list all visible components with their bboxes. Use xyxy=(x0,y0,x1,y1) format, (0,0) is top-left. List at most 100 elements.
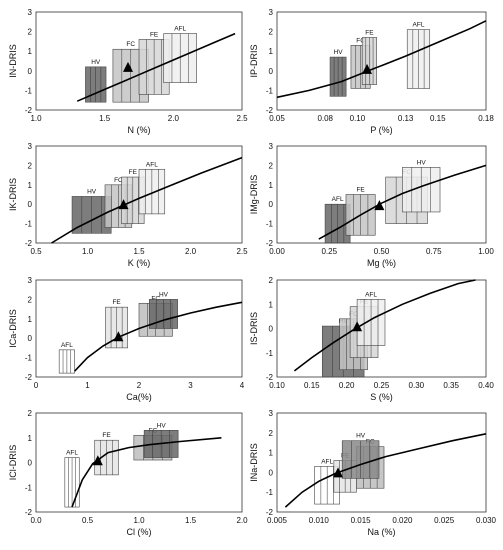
x-axis-label: Mg (%) xyxy=(367,258,396,268)
x-axis-label: N (%) xyxy=(128,125,151,135)
plot-frame xyxy=(35,412,243,513)
treatment-box: HV xyxy=(149,291,178,329)
x-tick-label: 0.05 xyxy=(269,114,285,123)
plot-frame xyxy=(35,145,243,244)
treatment-label: FE xyxy=(356,187,365,194)
plot-frame xyxy=(276,11,487,111)
treatment-label: FE xyxy=(150,31,159,38)
y-tick-label: 2 xyxy=(269,28,274,37)
x-tick-label: 1.5 xyxy=(133,247,145,256)
treatment-label: HV xyxy=(91,59,101,66)
y-tick-label: -2 xyxy=(25,508,33,517)
y-tick-label: 2 xyxy=(28,161,33,170)
y-tick-label: 3 xyxy=(269,409,274,418)
y-tick-label: 0 xyxy=(28,459,33,468)
x-axis-label: Cl (%) xyxy=(127,527,152,537)
y-tick-label: 2 xyxy=(269,161,274,170)
x-axis-label: K (%) xyxy=(128,258,151,268)
y-tick-label: 0 xyxy=(269,200,274,209)
y-axis-label: ICl-DRIS xyxy=(8,445,18,481)
x-axis-label: P (%) xyxy=(370,125,392,135)
y-tick-label: 3 xyxy=(28,142,33,151)
treatment-label: AFL xyxy=(66,450,78,457)
treatment-label: AFL xyxy=(332,196,344,203)
treatment-label: FE xyxy=(102,432,111,439)
x-tick-label: 0.75 xyxy=(426,247,442,256)
y-tick-label: -1 xyxy=(25,483,33,492)
treatment-label: AFL xyxy=(146,161,158,168)
x-tick-label: 0.5 xyxy=(30,247,42,256)
x-tick-label: 0.25 xyxy=(374,381,390,390)
treatment-label: AFL xyxy=(174,26,186,33)
x-tick-label: 2.0 xyxy=(236,516,248,525)
optimum-marker xyxy=(352,321,363,332)
y-tick-label: 1 xyxy=(28,315,33,324)
optimum-marker xyxy=(92,455,103,466)
x-axis-label: S (%) xyxy=(370,392,393,402)
x-tick-label: 0.5 xyxy=(82,516,94,525)
treatment-box: AFL xyxy=(138,161,166,215)
fit-curve xyxy=(276,20,487,99)
x-tick-label: 1 xyxy=(85,381,90,390)
y-tick-label: 0 xyxy=(28,334,33,343)
y-tick-label: 3 xyxy=(28,276,33,285)
y-tick-label: -1 xyxy=(266,349,274,358)
y-tick-label: -1 xyxy=(25,86,33,95)
y-tick-label: 1 xyxy=(269,181,274,190)
x-axis-label: Ca(%) xyxy=(126,392,152,402)
y-tick-label: -2 xyxy=(266,373,274,382)
chart-panel: -2 -1 0 1 2 3 1.0 1.5 2.0 2.5 HV FC FE AFL IN-DRIS N (%… xyxy=(8,8,248,135)
y-tick-label: 3 xyxy=(269,142,274,151)
fit-curve xyxy=(318,164,487,240)
y-tick-label: 1 xyxy=(269,300,274,309)
treatment-label: FC xyxy=(356,37,365,44)
treatment-label: HV xyxy=(159,291,169,298)
optimum-marker xyxy=(118,199,129,210)
y-tick-label: -2 xyxy=(25,106,33,115)
x-tick-label: 0.15 xyxy=(304,381,320,390)
treatment-box: HV xyxy=(402,159,441,213)
treatment-box: FE xyxy=(105,299,128,349)
y-tick-label: 1 xyxy=(28,47,33,56)
x-tick-label: 1.0 xyxy=(82,247,94,256)
y-tick-label: -1 xyxy=(266,220,274,229)
treatment-box: FE xyxy=(94,432,119,476)
chart-panel: -2-10120.00.51.01.52.0AFLFEFCHVICl-DRISC… xyxy=(8,409,248,537)
treatment-label: AFL xyxy=(413,22,425,29)
x-tick-label: 0.13 xyxy=(398,114,414,123)
y-tick-label: -1 xyxy=(266,488,274,497)
y-tick-label: -2 xyxy=(25,239,33,248)
y-tick-label: 2 xyxy=(28,295,33,304)
y-axis-label: IMg-DRIS xyxy=(249,175,259,215)
treatment-box: AFL xyxy=(314,458,340,505)
treatment-box: AFL xyxy=(58,342,75,374)
x-tick-label: 0.20 xyxy=(339,381,355,390)
x-tick-label: 0.08 xyxy=(317,114,333,123)
optimum-marker xyxy=(123,61,134,72)
treatment-label: FE xyxy=(129,169,138,176)
x-tick-label: 1.00 xyxy=(478,247,494,256)
y-tick-label: -2 xyxy=(25,373,33,382)
treatment-box: AFL xyxy=(64,450,80,508)
y-axis-label: IP-DRIS xyxy=(249,44,259,77)
x-tick-label: 2.0 xyxy=(168,114,180,123)
optimum-marker xyxy=(374,200,385,211)
x-tick-label: 0.010 xyxy=(309,516,330,525)
x-tick-label: 1.0 xyxy=(133,516,145,525)
treatment-label: FC xyxy=(114,177,123,184)
fit-curve xyxy=(284,433,487,508)
x-tick-label: 0.15 xyxy=(430,114,446,123)
y-tick-label: -1 xyxy=(25,220,33,229)
treatment-label: HV xyxy=(157,422,167,429)
treatment-box: AFL xyxy=(356,291,386,346)
fit-curve xyxy=(51,156,243,244)
treatment-label: FC xyxy=(151,295,160,302)
treatment-box: HV xyxy=(329,49,347,97)
y-tick-label: 2 xyxy=(28,28,33,37)
y-tick-label: 1 xyxy=(269,449,274,458)
x-tick-label: 0.10 xyxy=(350,114,366,123)
x-tick-label: 0.30 xyxy=(409,381,425,390)
treatment-box: FE xyxy=(361,29,377,85)
